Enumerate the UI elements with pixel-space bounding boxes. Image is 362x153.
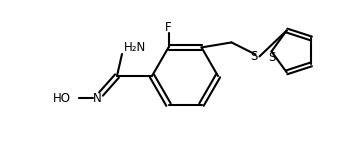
- Text: S: S: [268, 51, 275, 64]
- Text: N: N: [93, 93, 101, 106]
- Text: S: S: [250, 50, 257, 63]
- Text: H₂N: H₂N: [124, 41, 146, 54]
- Text: HO: HO: [53, 93, 71, 106]
- Text: F: F: [165, 21, 172, 34]
